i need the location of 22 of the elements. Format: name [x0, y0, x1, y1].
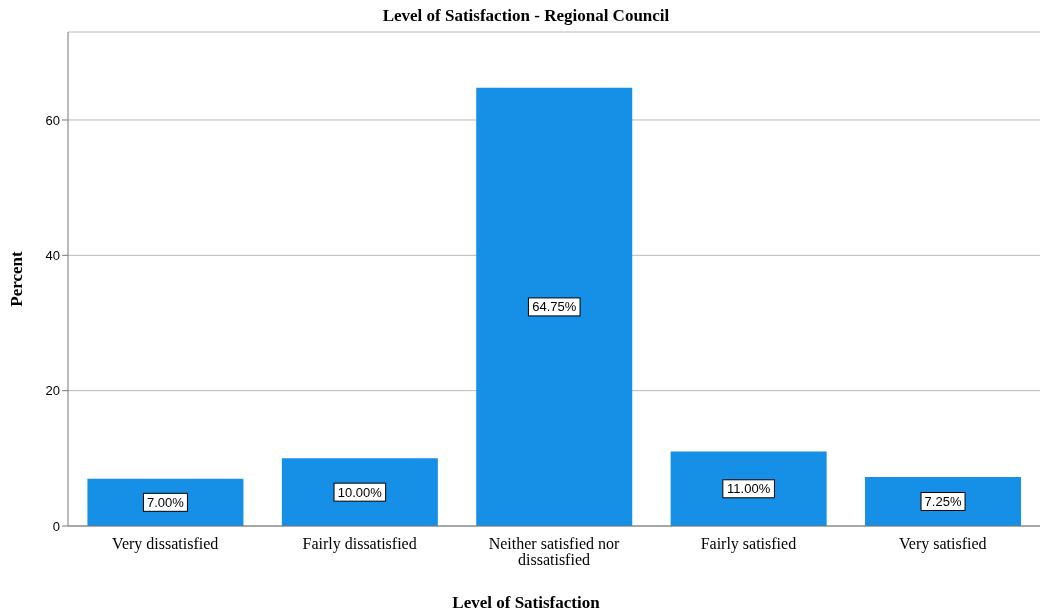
chart-title: Level of Satisfaction - Regional Council	[381, 6, 671, 26]
y-tick-label: 0	[52, 518, 60, 534]
data-label: 11.00%	[727, 481, 771, 497]
bar	[281, 458, 438, 526]
x-tick-label: Fairly dissatisfied	[302, 535, 417, 554]
y-tick-label: 20	[45, 383, 60, 399]
bar	[865, 476, 1022, 526]
data-label: 10.00%	[337, 484, 383, 500]
bar	[670, 451, 827, 526]
data-label: 7.25%	[924, 493, 962, 509]
x-tick-label: Very satisfied	[899, 535, 987, 554]
bar	[87, 478, 244, 526]
data-label: 64.75%	[532, 299, 577, 315]
x-tick-label: Very dissatisfied	[112, 535, 219, 554]
x-tick-label: Neither satisfied nor dissatisfied	[488, 535, 620, 569]
y-tick-label: 60	[45, 112, 60, 128]
data-label: 7.00%	[147, 494, 185, 510]
bar	[476, 87, 633, 526]
x-tick-label: Fairly satisfied	[700, 535, 797, 554]
x-axis-title: Level of Satisfaction	[451, 593, 601, 613]
y-tick-label: 40	[45, 247, 60, 263]
y-axis-title: Percent	[7, 250, 27, 307]
